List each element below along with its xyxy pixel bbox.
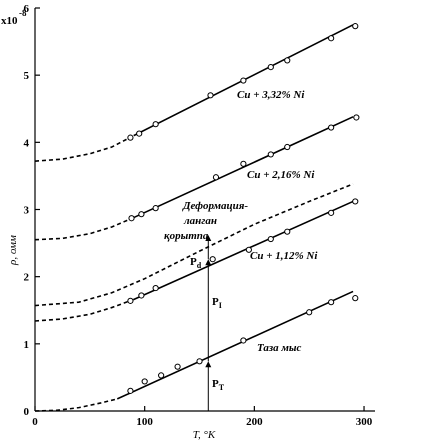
markers <box>127 23 360 394</box>
y-tick-label: 2 <box>24 272 30 284</box>
labels: x10 -8 ρ, омм T, °K Cu + 3,32% Ni Cu + 2… <box>1 8 318 441</box>
x-tick-label: 0 <box>32 416 38 428</box>
y-tick-label: 6 <box>24 3 30 15</box>
label-deformed-1: Деформация- <box>182 200 248 212</box>
data-point-cu332 <box>284 57 291 64</box>
label-rho-t: PT <box>212 378 225 392</box>
data-point-cu332 <box>328 35 335 42</box>
data-point-cu332 <box>267 64 274 71</box>
x-axis-label: T, °K <box>193 429 216 441</box>
arrow-head-rho-d <box>205 235 212 242</box>
data-point-cu216 <box>152 205 159 212</box>
arrow-head-rho-i <box>205 259 212 266</box>
dashed-curve-deformed <box>34 183 354 307</box>
series-line-cu216 <box>133 116 354 219</box>
dashed-curve-cu332 <box>34 134 135 162</box>
data-point-cu332 <box>127 134 134 141</box>
data-point-cu332 <box>136 130 143 137</box>
y-multiplier: x10 <box>1 15 18 27</box>
data-point-pure <box>141 378 148 385</box>
data-point-cu112 <box>152 284 159 292</box>
data-point-cu112 <box>245 246 252 253</box>
label-cu216: Cu + 2,16% Ni <box>247 169 315 181</box>
y-tick-label: 4 <box>24 137 30 149</box>
data-point-cu112 <box>138 292 145 299</box>
axes: 0 1 2 3 4 5 6 0 100 200 300 <box>24 3 375 428</box>
label-deformed-2: ланган <box>183 215 217 227</box>
label-cu112: Cu + 1,12% Ni <box>250 250 318 262</box>
data-point-cu332 <box>152 121 159 128</box>
data-point-cu332 <box>240 77 247 84</box>
data-point-cu332 <box>352 23 359 30</box>
series-line-cu112 <box>133 200 354 301</box>
data-point-pure <box>174 363 181 370</box>
data-point-cu112 <box>284 228 291 235</box>
label-cu332: Cu + 3,32% Ni <box>237 89 305 101</box>
label-rho-i: PI <box>212 296 222 310</box>
data-point-pure <box>240 337 247 344</box>
data-point-cu216 <box>353 114 360 121</box>
data-point-cu216 <box>240 160 247 167</box>
y-exponent: -8 <box>19 8 27 18</box>
data-point-cu112 <box>328 209 335 216</box>
data-point-cu112 <box>209 256 216 263</box>
data-point-cu216 <box>212 174 220 181</box>
x-tick-label: 300 <box>356 416 373 428</box>
dashed-curve-cu216 <box>34 216 135 241</box>
data-point-cu112 <box>127 297 134 304</box>
y-axis-label: ρ, омм <box>7 235 19 266</box>
data-point-cu216 <box>267 151 274 158</box>
x-tick-label: 100 <box>136 416 153 428</box>
data-point-cu216 <box>284 143 291 151</box>
data-point-pure <box>352 295 359 302</box>
series-line-pure <box>116 290 354 400</box>
data-point-pure <box>127 387 134 394</box>
y-tick-label: 3 <box>24 205 30 217</box>
y-tick-label: 5 <box>24 70 30 82</box>
y-tick-label: 0 <box>24 406 30 418</box>
data-point-cu332 <box>207 92 214 99</box>
dashed-curve-pure <box>34 398 118 412</box>
y-tick-label: 1 <box>24 339 30 351</box>
label-rho-d: Pd <box>190 256 202 270</box>
data-point-pure <box>306 309 313 316</box>
data-point-pure <box>196 358 203 365</box>
x-tick-label: 200 <box>246 416 263 428</box>
label-deformed-3: қорытпа <box>164 230 209 242</box>
data-point-pure <box>328 299 335 306</box>
dashed-curve-cu112 <box>34 298 134 322</box>
data-point-cu112 <box>352 198 359 205</box>
label-pure: Таза мыс <box>257 342 302 354</box>
data-point-cu216 <box>128 215 135 222</box>
arrow-head-rho-t <box>205 361 212 368</box>
data-point-cu216 <box>328 124 335 131</box>
arrows <box>205 235 212 411</box>
data-point-pure <box>158 372 165 379</box>
data-point-cu216 <box>138 211 145 218</box>
data-point-cu112 <box>267 235 274 243</box>
